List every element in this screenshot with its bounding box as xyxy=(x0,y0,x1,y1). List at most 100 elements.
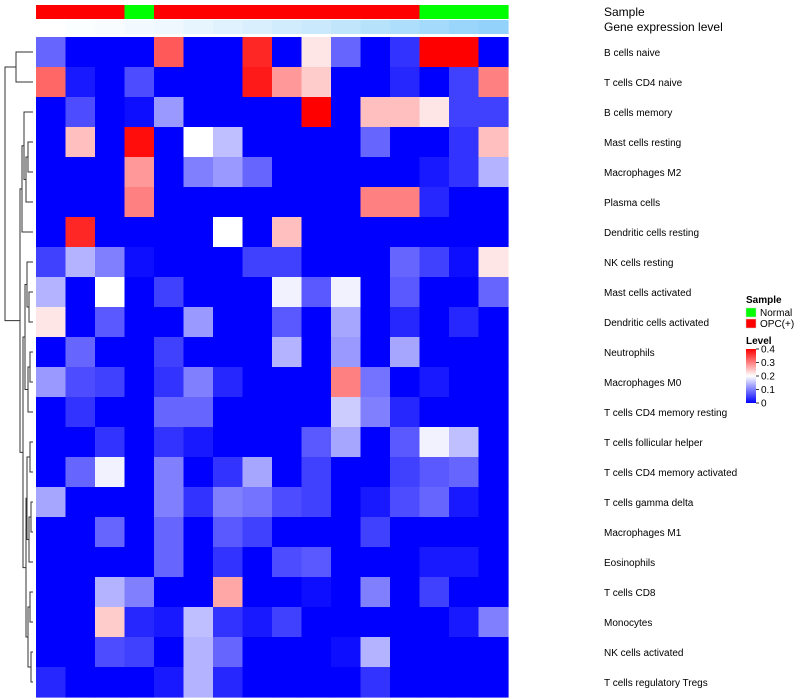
heatmap-cell xyxy=(242,307,273,338)
heatmap-cell xyxy=(213,67,244,98)
expression-annotation-bar xyxy=(36,20,509,34)
heatmap-cell xyxy=(390,487,421,518)
heatmap-cell xyxy=(213,637,244,668)
sample-cell xyxy=(331,5,362,19)
heatmap-cell xyxy=(213,427,244,458)
heatmap-cell xyxy=(213,247,244,278)
heatmap-cell xyxy=(449,547,480,578)
expression-cell xyxy=(478,20,509,34)
heatmap-cell xyxy=(331,97,362,128)
heatmap-cell xyxy=(213,547,244,578)
heatmap-cell xyxy=(154,577,185,608)
heatmap-cell xyxy=(242,457,273,488)
heatmap-cell xyxy=(154,337,185,368)
heatmap-cell xyxy=(154,247,185,278)
heatmap-cell xyxy=(301,157,332,188)
heatmap-cell xyxy=(154,277,185,308)
row-label: Eosinophils xyxy=(604,558,655,569)
heatmap-cell xyxy=(124,607,155,638)
heatmap-cell xyxy=(272,67,303,98)
heatmap-cell xyxy=(213,277,244,308)
heatmap-cell xyxy=(390,97,421,128)
heatmap-cell xyxy=(95,457,126,488)
heatmap-cell xyxy=(331,307,362,338)
heatmap-cell xyxy=(124,67,155,98)
heatmap-cell xyxy=(419,337,450,368)
heatmap-cell xyxy=(390,517,421,548)
sample-cell xyxy=(478,5,509,19)
heatmap-cell xyxy=(124,367,155,398)
heatmap-cell xyxy=(449,667,480,698)
heatmap-cell xyxy=(65,367,96,398)
heatmap-cell xyxy=(390,277,421,308)
sample-annotation-bar xyxy=(36,5,509,19)
heatmap-cell xyxy=(154,37,185,68)
heatmap-cell xyxy=(390,217,421,248)
heatmap-cell xyxy=(213,97,244,128)
heatmap-cell xyxy=(213,367,244,398)
heatmap-cell xyxy=(242,157,273,188)
heatmap-cell xyxy=(331,37,362,68)
heatmap-cell xyxy=(272,127,303,158)
row-label: NK cells resting xyxy=(604,258,673,269)
expression-cell xyxy=(242,20,273,34)
heatmap-cell xyxy=(242,97,273,128)
legend-level-tick-label: 0.1 xyxy=(761,385,775,396)
legend: Sample Normal OPC(+) Level 0.4 0.3 0.2 0.1 0 xyxy=(745,295,794,410)
heatmap-cell xyxy=(183,397,214,428)
heatmap-cell xyxy=(390,457,421,488)
heatmap-cell xyxy=(36,127,67,158)
heatmap-cell xyxy=(360,157,391,188)
sample-cell xyxy=(301,5,332,19)
heatmap-cell xyxy=(449,127,480,158)
heatmap-cell xyxy=(154,607,185,638)
heatmap-cell xyxy=(36,667,67,698)
heatmap-cell xyxy=(478,457,509,488)
sample-cell xyxy=(390,5,421,19)
heatmap-cell xyxy=(360,547,391,578)
heatmap-cell xyxy=(478,97,509,128)
heatmap-cell xyxy=(478,307,509,338)
heatmap-cell xyxy=(95,217,126,248)
sample-cell xyxy=(272,5,303,19)
expression-cell xyxy=(331,20,362,34)
sample-cell xyxy=(242,5,273,19)
heatmap-cell xyxy=(65,517,96,548)
row-label: B cells naive xyxy=(604,48,661,59)
heatmap-cell xyxy=(360,637,391,668)
expression-cell xyxy=(124,20,155,34)
heatmap-cell xyxy=(449,577,480,608)
legend-level-tick-label: 0.4 xyxy=(761,345,775,356)
heatmap-cell xyxy=(360,97,391,128)
heatmap-cell xyxy=(390,307,421,338)
heatmap-cell xyxy=(449,487,480,518)
heatmap-cell xyxy=(419,157,450,188)
heatmap-cell xyxy=(390,577,421,608)
dendrogram-branch xyxy=(27,141,33,173)
heatmap-cell xyxy=(36,397,67,428)
heatmap-cell xyxy=(272,337,303,368)
sample-cell xyxy=(95,5,126,19)
heatmap-cell xyxy=(65,667,96,698)
heatmap-cell xyxy=(301,67,332,98)
heatmap-cell xyxy=(95,367,126,398)
sample-cell xyxy=(360,5,391,19)
heatmap-cell xyxy=(242,367,273,398)
heatmap-cell xyxy=(360,427,391,458)
heatmap-cell xyxy=(183,337,214,368)
heatmap-cell xyxy=(242,277,273,308)
heatmap-cell xyxy=(419,517,450,548)
heatmap-cell xyxy=(124,247,155,278)
heatmap-cell xyxy=(124,667,155,698)
expression-cell xyxy=(390,20,421,34)
heatmap-cells xyxy=(36,37,509,698)
heatmap-cell xyxy=(449,607,480,638)
heatmap-cell xyxy=(331,667,362,698)
heatmap-cell xyxy=(183,457,214,488)
row-label: Neutrophils xyxy=(604,348,655,359)
heatmap-cell xyxy=(360,127,391,158)
row-label: B cells memory xyxy=(604,108,672,119)
heatmap-cell xyxy=(301,547,332,578)
heatmap-cell xyxy=(272,487,303,518)
heatmap-cell xyxy=(449,277,480,308)
